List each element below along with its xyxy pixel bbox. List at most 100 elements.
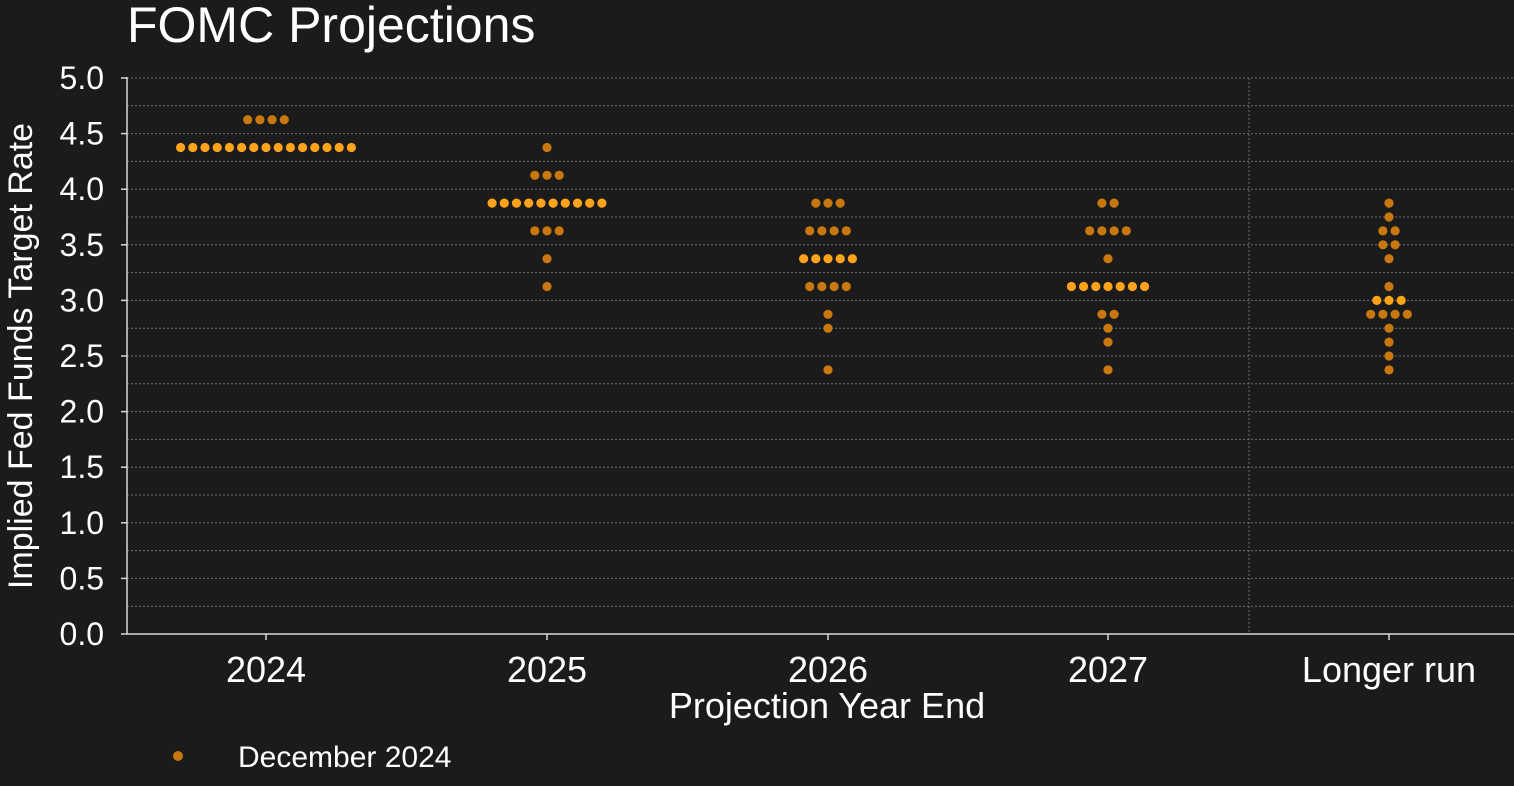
median-dot bbox=[249, 142, 259, 153]
projection-dot bbox=[1103, 323, 1113, 333]
median-dot bbox=[823, 254, 833, 264]
projection-dot bbox=[1384, 212, 1394, 222]
projection-dot bbox=[1109, 226, 1119, 236]
y-tick-label: 4.5 bbox=[60, 116, 104, 152]
projection-dot bbox=[1384, 365, 1394, 375]
projection-dot bbox=[1384, 351, 1394, 361]
y-tick-labels: 0.0 0.5 1.0 1.5 2.0 2.5 3.0 3.5 4.0 4.5 5.0 bbox=[60, 60, 104, 652]
projection-dot bbox=[530, 170, 540, 180]
median-dot bbox=[487, 198, 497, 208]
projection-dot bbox=[1378, 240, 1388, 250]
projection-dot bbox=[829, 281, 839, 292]
projection-dot bbox=[554, 226, 564, 236]
projection-dot bbox=[1121, 226, 1131, 236]
projection-dot bbox=[1384, 198, 1394, 208]
legend-label: December 2024 bbox=[238, 741, 451, 774]
x-tick-label: Longer run bbox=[1302, 649, 1476, 690]
median-dot bbox=[273, 142, 283, 153]
median-dot bbox=[1079, 281, 1089, 292]
projection-dot bbox=[823, 323, 833, 333]
projection-dot bbox=[1103, 254, 1113, 264]
projection-dot bbox=[1384, 254, 1394, 264]
median-dot bbox=[548, 198, 558, 208]
projection-dot bbox=[1390, 226, 1400, 236]
projection-dot bbox=[1103, 365, 1113, 375]
y-tick-label: 1.0 bbox=[60, 505, 104, 541]
median-dot bbox=[499, 198, 509, 208]
projection-dot bbox=[1378, 226, 1388, 236]
projection-dot bbox=[542, 226, 552, 236]
median-dot bbox=[1091, 281, 1101, 292]
projection-dot bbox=[811, 198, 821, 208]
chart-title: FOMC Projections bbox=[127, 0, 535, 53]
median-dot bbox=[1396, 295, 1406, 305]
median-dot bbox=[524, 198, 534, 208]
median-dot bbox=[261, 142, 271, 153]
projection-dot bbox=[817, 281, 827, 292]
median-dot bbox=[811, 254, 821, 264]
projection-dot bbox=[817, 226, 827, 236]
median-dot bbox=[1140, 281, 1150, 292]
projection-dot bbox=[1097, 226, 1107, 236]
x-tick-label: 2026 bbox=[788, 649, 868, 690]
y-tick-label: 2.0 bbox=[60, 394, 104, 430]
dot-marks bbox=[176, 115, 1412, 375]
x-tick-label: 2025 bbox=[507, 649, 587, 690]
projection-dot bbox=[1366, 309, 1376, 319]
median-dot bbox=[1127, 281, 1137, 292]
y-axis-label: Implied Fed Funds Target Rate bbox=[2, 123, 40, 589]
projection-dot bbox=[1097, 198, 1107, 208]
median-dot bbox=[310, 142, 320, 153]
projection-dot bbox=[542, 142, 552, 153]
axes bbox=[121, 77, 1514, 640]
projection-dot bbox=[1402, 309, 1412, 319]
y-tick-label: 3.0 bbox=[60, 282, 104, 318]
projection-dot bbox=[1384, 281, 1394, 292]
median-dot bbox=[212, 142, 222, 153]
median-dot bbox=[1103, 281, 1113, 292]
projection-dot bbox=[823, 365, 833, 375]
y-tick-label: 0.0 bbox=[60, 616, 104, 652]
projection-dot bbox=[1109, 309, 1119, 319]
median-dot bbox=[1115, 281, 1125, 292]
median-dot bbox=[799, 254, 809, 264]
projection-dot bbox=[1390, 240, 1400, 250]
projection-dot bbox=[823, 309, 833, 319]
projection-dot bbox=[829, 226, 839, 236]
projection-dot bbox=[267, 115, 277, 125]
projection-dot bbox=[805, 281, 815, 292]
median-dot bbox=[237, 142, 247, 153]
projection-dot bbox=[841, 281, 851, 292]
median-dot bbox=[560, 198, 570, 208]
legend-marker bbox=[173, 751, 183, 761]
projection-dot bbox=[530, 226, 540, 236]
median-dot bbox=[572, 198, 583, 208]
projection-dot bbox=[279, 115, 289, 125]
median-dot bbox=[346, 142, 356, 153]
projection-dot bbox=[1384, 337, 1394, 347]
median-dot bbox=[835, 254, 845, 264]
legend: December 2024 bbox=[173, 741, 451, 774]
median-dot bbox=[511, 198, 522, 208]
y-tick-label: 1.5 bbox=[60, 449, 104, 485]
projection-dot bbox=[542, 170, 552, 180]
median-dot bbox=[200, 142, 210, 153]
x-axis-label: Projection Year End bbox=[669, 685, 985, 726]
median-dot bbox=[176, 142, 186, 153]
median-dot bbox=[847, 254, 858, 264]
median-dot bbox=[322, 142, 332, 153]
projection-dot bbox=[1103, 337, 1113, 347]
projection-dot bbox=[1390, 309, 1400, 319]
projection-dot bbox=[1384, 323, 1394, 333]
projection-dot bbox=[243, 115, 253, 125]
projection-dot bbox=[554, 170, 564, 180]
projection-dot bbox=[823, 198, 833, 208]
median-dot bbox=[334, 142, 344, 153]
y-tick-label: 2.5 bbox=[60, 338, 104, 374]
x-tick-labels: 2024 2025 2026 2027 Longer run bbox=[226, 649, 1476, 690]
projection-dot bbox=[841, 226, 851, 236]
median-dot bbox=[1066, 281, 1076, 292]
